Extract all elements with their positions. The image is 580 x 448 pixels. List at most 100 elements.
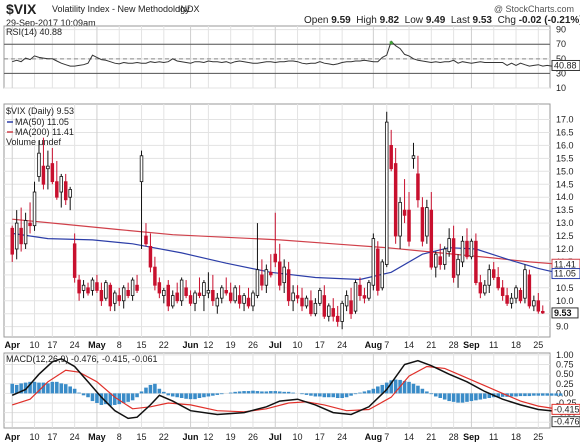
macd-histogram-bar: [153, 383, 157, 394]
macd-histogram-bar: [108, 393, 113, 406]
candle-body: [72, 243, 77, 278]
candle-body: [206, 289, 211, 294]
candle-body: [46, 165, 50, 170]
candle-body: [32, 191, 37, 227]
macd-histogram-bar: [318, 393, 322, 397]
macd-panel-tick-label: 0.75: [556, 360, 574, 370]
macd-x-label: 25: [533, 432, 543, 442]
ma200-line: [12, 218, 561, 265]
price-x-label: 7: [384, 340, 389, 350]
chg-value: -0.02 (-0.21%): [518, 15, 580, 26]
candle-body: [170, 295, 175, 307]
candle-body: [277, 261, 282, 286]
macd-x-label: 11: [489, 432, 498, 442]
ma200-legend: MA(200) 11.41: [15, 127, 74, 137]
macd-histogram-bar: [255, 391, 260, 394]
candle-body: [282, 266, 286, 284]
macd-histogram-bar: [46, 383, 50, 394]
macd-histogram-bar: [37, 382, 41, 394]
macd-histogram-bar: [411, 383, 416, 394]
macd-x-label: 10: [293, 432, 303, 442]
high-value: 9.82: [379, 15, 400, 26]
candle-body: [438, 256, 442, 265]
macd-histogram-bar: [540, 393, 545, 396]
candle-body: [139, 155, 144, 183]
macd-histogram-bar: [300, 393, 304, 395]
candle-body: [162, 289, 166, 296]
candle-body: [327, 305, 331, 317]
macd-histogram-bar: [407, 381, 411, 394]
volume-legend: Volume undef: [6, 137, 62, 147]
candle-body: [193, 292, 197, 304]
macd-histogram-bar: [376, 386, 380, 394]
open-label: Open: [304, 15, 329, 26]
candle-body: [220, 287, 224, 299]
macd-panel-tick-label: -0.25: [556, 398, 577, 408]
macd-histogram-bar: [433, 393, 438, 397]
price-x-label: Jul: [269, 340, 282, 350]
rsi-last-label: 40.88: [554, 60, 577, 70]
macd-histogram-bar: [135, 393, 139, 398]
macd-histogram-bar: [10, 383, 15, 394]
candle-body: [90, 279, 95, 291]
candle-body: [255, 269, 260, 296]
macd-histogram-bar: [358, 392, 362, 394]
candle-body: [237, 295, 242, 304]
price-x-label: Sep: [463, 340, 480, 350]
price-x-label: 26: [248, 340, 258, 350]
candle-body: [153, 266, 157, 286]
candle-body: [407, 209, 411, 242]
macd-x-label: Apr: [4, 432, 20, 442]
candle-body: [184, 287, 188, 296]
candle-body: [434, 253, 438, 268]
candle-body: [55, 181, 59, 198]
candle-body: [371, 238, 376, 286]
low-value: 9.49: [425, 15, 446, 26]
macd-histogram-bar: [32, 381, 37, 394]
macd-histogram-bar: [228, 392, 233, 394]
candle-body: [367, 282, 371, 299]
macd-histogram-bar: [500, 393, 505, 397]
datetime-label: 29-Sep-2017 10:09am: [6, 18, 96, 28]
candle-body: [425, 207, 429, 237]
price-x-label: 14: [404, 340, 414, 350]
price-x-label: 21: [426, 340, 436, 350]
price-panel-tick-label: 9.0: [556, 322, 569, 332]
macd-histogram-bar: [77, 392, 81, 394]
candle-body: [197, 292, 202, 296]
candle-body: [380, 261, 385, 289]
macd-histogram-bar: [429, 393, 434, 395]
macd-histogram-bar: [558, 393, 563, 396]
rsi-panel-tick-label: 50: [556, 54, 566, 64]
price-panel-tick-label: 10.0: [556, 296, 574, 306]
exchange-label: INDX: [178, 4, 200, 14]
macd-histogram-bar: [72, 388, 77, 394]
price-x-label: Apr: [4, 340, 20, 350]
candle-body: [420, 207, 425, 242]
chg-label: Chg: [497, 15, 516, 26]
price-panel-tick-label: 12.5: [556, 231, 574, 241]
macd-histogram-bar: [353, 393, 358, 395]
rsi-panel-frame: [3, 25, 551, 89]
candle-body: [37, 152, 41, 177]
candle-body: [442, 248, 447, 265]
macd-legend-signal: -0.415,: [102, 354, 130, 364]
macd-line: [11, 357, 561, 420]
macd-histogram-bar: [157, 388, 162, 394]
candle-body: [344, 295, 349, 307]
macd-histogram-bar: [242, 391, 246, 394]
candle-body: [456, 258, 460, 276]
candle-body: [536, 300, 541, 312]
price-panel-frame: [3, 103, 551, 338]
candle-body: [389, 145, 393, 170]
candle-body: [286, 269, 291, 302]
macd-histogram-bar: [389, 380, 393, 394]
macd-x-label: 12: [203, 432, 213, 442]
macd-histogram-bar: [478, 393, 483, 400]
macd-histogram-bar: [384, 382, 389, 394]
macd-histogram-bar: [170, 393, 175, 397]
macd-histogram-bar: [179, 393, 184, 398]
macd-histogram-bar: [264, 391, 269, 394]
candle-body: [322, 295, 327, 317]
